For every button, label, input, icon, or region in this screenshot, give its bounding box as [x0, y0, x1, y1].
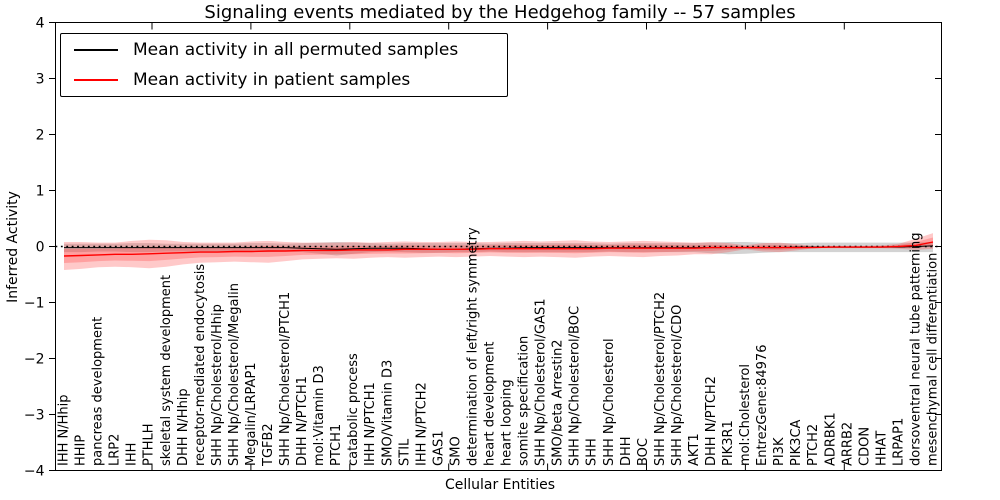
- x-category-label: SHH Np/Cholesterol/Megalin: [227, 283, 242, 466]
- x-category-label: SMO/beta Arrestin2: [551, 339, 566, 466]
- x-category-label: IHH N/PTCH2: [414, 382, 429, 466]
- x-category-label: EntrezGene:84976: [755, 345, 770, 466]
- x-category-label: SHH Np/Cholesterol/GAS1: [534, 298, 549, 466]
- y-tick-label: 3: [36, 72, 45, 88]
- x-category-label: IHH N/Hhip: [57, 395, 72, 467]
- patient-std-band: [64, 233, 933, 270]
- x-category-label: ADRBK1: [823, 412, 838, 466]
- legend-label: Mean activity in patient samples: [133, 69, 411, 90]
- x-category-label: DHH N/PTCH2: [704, 376, 719, 466]
- x-category-label: PI3K: [772, 437, 787, 466]
- x-category-label: IHH: [125, 443, 140, 466]
- x-category-label: STIL: [397, 438, 412, 466]
- legend: Mean activity in all permuted samples Me…: [60, 33, 508, 97]
- x-category-label: mol:Vitamin D3: [312, 365, 327, 466]
- x-category-label: PTCH1: [329, 424, 344, 466]
- x-category-label: SMO/Vitamin D3: [380, 360, 395, 466]
- legend-line-sample-red: [74, 78, 118, 81]
- x-category-label: receptor-mediated endocytosis: [193, 264, 208, 466]
- x-category-label: IHH N/PTCH1: [363, 382, 378, 466]
- x-category-label: pancreas development: [91, 317, 106, 466]
- x-category-label: SHH Np/Cholesterol/Hhip: [210, 304, 225, 466]
- x-category-label: SMO: [448, 436, 463, 466]
- x-category-label: determination of left/right symmetry: [465, 227, 480, 466]
- x-category-label: heart looping: [500, 379, 515, 466]
- x-category-label: skeletal system development: [159, 275, 174, 466]
- legend-line-sample-black: [74, 49, 118, 52]
- x-category-label: AKT1: [687, 433, 702, 466]
- y-tick-label: −1: [24, 296, 45, 312]
- legend-entry-patient: Mean activity in patient samples: [61, 66, 507, 93]
- x-category-label: HHIP: [74, 435, 89, 466]
- x-category-label: somite specification: [517, 336, 532, 466]
- x-category-label: SHH Np/Cholesterol/CDO: [670, 305, 685, 466]
- y-tick-label: −3: [24, 408, 45, 424]
- x-category-label: SHH: [585, 438, 600, 466]
- x-category-label: LRP2: [108, 434, 123, 466]
- x-category-label: SHH Np/Cholesterol/PTCH2: [653, 292, 668, 466]
- x-category-label: dorsoventral neural tube patterning: [908, 233, 923, 466]
- x-category-label: heart development: [483, 341, 498, 466]
- x-category-label: PIK3CA: [789, 419, 804, 466]
- x-category-label: mol:Cholesterol: [738, 364, 753, 466]
- legend-entry-permuted: Mean activity in all permuted samples: [61, 37, 507, 64]
- x-axis-label: Cellular Entities: [444, 477, 556, 493]
- legend-label: Mean activity in all permuted samples: [133, 40, 459, 61]
- y-tick-label: −4: [24, 464, 45, 480]
- x-category-label: mesenchymal cell differentiation: [926, 253, 941, 466]
- x-category-label: HHAT: [874, 431, 889, 466]
- x-category-label: SHH Np/Cholesterol/PTCH1: [278, 292, 293, 466]
- y-tick-label: −2: [24, 352, 45, 368]
- x-category-label: SHH Np/Cholesterol/BOC: [568, 306, 583, 466]
- patient-mean-line: [63, 241, 934, 257]
- x-category-label: LRPAP1: [891, 418, 906, 466]
- x-category-label: ARRB2: [840, 422, 855, 466]
- x-category-label: catabolic process: [346, 353, 361, 466]
- x-category-label: SHH Np/Cholesterol: [602, 338, 617, 466]
- chart-title: Signaling events mediated by the Hedgeho…: [204, 2, 796, 23]
- x-category-label: TGFB2: [261, 423, 276, 467]
- y-tick-label: 2: [36, 128, 45, 144]
- x-category-label: DHH N/Hhip: [176, 388, 191, 466]
- x-category-label: PIK3R1: [721, 420, 736, 466]
- y-tick-label: 1: [36, 184, 45, 200]
- x-category-label: CDON: [857, 427, 872, 466]
- y-tick-label: 0: [36, 240, 45, 256]
- x-category-label: PTHLH: [142, 423, 157, 466]
- x-category-label: Megalin/LRPAP1: [244, 362, 259, 466]
- x-category-label: PTCH2: [806, 424, 821, 466]
- x-category-label: GAS1: [431, 431, 446, 467]
- y-axis-label: Inferred Activity: [5, 191, 21, 303]
- x-category-label: DHH N/PTCH1: [295, 376, 310, 466]
- patient-std-band-inner: [64, 237, 933, 263]
- x-category-label: DHH: [619, 436, 634, 466]
- x-category-label: BOC: [636, 438, 651, 466]
- y-tick-label: 4: [36, 16, 45, 32]
